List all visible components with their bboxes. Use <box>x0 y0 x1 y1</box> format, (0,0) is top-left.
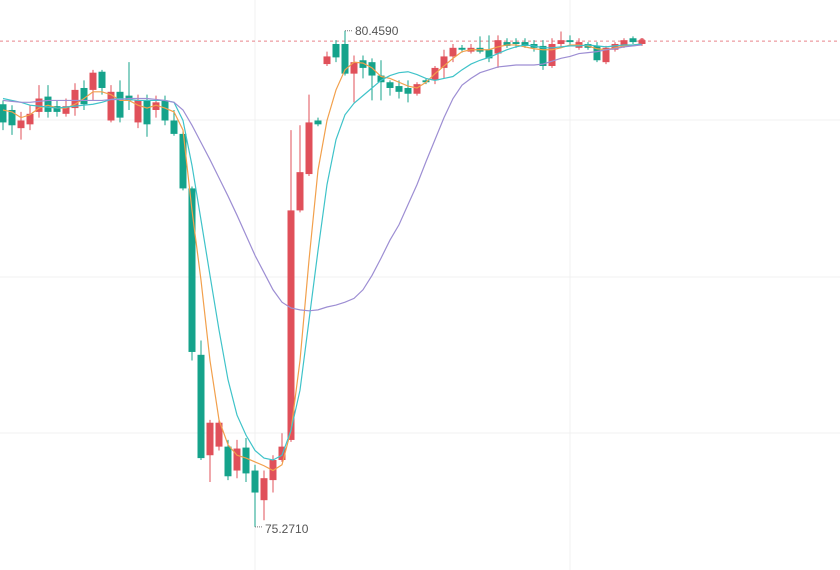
candle-body <box>8 109 16 126</box>
candle-body <box>314 120 322 125</box>
candle-body <box>134 100 142 123</box>
candle-body <box>44 96 52 112</box>
candle-body <box>485 49 493 59</box>
candle-body <box>332 43 340 58</box>
candle-body <box>80 87 88 105</box>
candle-body <box>143 100 151 125</box>
candle-body <box>413 84 421 94</box>
annotation-label: 80.4590 <box>355 24 399 38</box>
candle-body <box>296 172 304 211</box>
candle-body <box>170 120 178 134</box>
candle-body <box>278 446 286 461</box>
candle-body <box>458 47 466 50</box>
candle-body <box>0 104 7 123</box>
candle-body <box>593 45 601 61</box>
candle-body <box>557 40 565 44</box>
average-line <box>2 43 643 461</box>
candle-body <box>287 210 295 440</box>
candle-body <box>161 100 169 121</box>
candle-body <box>224 446 232 477</box>
candle-body <box>233 448 241 471</box>
candle-body <box>602 47 610 63</box>
candle-body <box>440 56 448 68</box>
candle-body <box>17 120 25 129</box>
annotation-label: 75.2710 <box>265 522 309 536</box>
average-line <box>2 43 643 472</box>
candle-body <box>359 60 367 68</box>
candle-body <box>53 106 61 112</box>
candle-body <box>629 38 637 43</box>
last-price-dot <box>639 38 645 45</box>
candle-body <box>152 102 160 110</box>
candle-body <box>350 62 358 74</box>
candle-body <box>386 82 394 88</box>
candle-body <box>539 45 547 66</box>
candle-body <box>305 122 313 175</box>
candle-body <box>89 72 97 90</box>
candle-body <box>251 470 259 493</box>
candle-body <box>395 86 403 92</box>
candle-body <box>512 42 520 44</box>
candle-body <box>35 98 43 112</box>
candle-body <box>521 42 529 46</box>
candle-body <box>188 188 196 352</box>
candle-body <box>422 80 430 83</box>
candle-body <box>197 354 205 459</box>
candle-body <box>98 71 106 88</box>
candle-body <box>179 133 187 189</box>
candle-body <box>566 40 574 43</box>
candle-body <box>449 47 457 57</box>
candle-body <box>341 43 349 74</box>
candle-body <box>71 89 79 109</box>
candle-body <box>116 91 124 118</box>
candle-body <box>404 87 412 94</box>
candle-body <box>26 113 34 125</box>
candle-body <box>242 447 250 474</box>
candle-body <box>215 422 223 447</box>
average-line <box>2 44 643 312</box>
candle-body <box>260 478 268 501</box>
candle-body <box>611 43 619 50</box>
candle-body <box>620 40 628 46</box>
candle-body <box>62 106 70 114</box>
candle-body <box>548 43 556 66</box>
candle-body <box>323 56 331 65</box>
candle-body <box>377 75 385 83</box>
candle-body <box>107 91 115 121</box>
candle-body <box>206 422 214 456</box>
candle-body <box>368 62 376 76</box>
candle-body <box>503 42 511 46</box>
